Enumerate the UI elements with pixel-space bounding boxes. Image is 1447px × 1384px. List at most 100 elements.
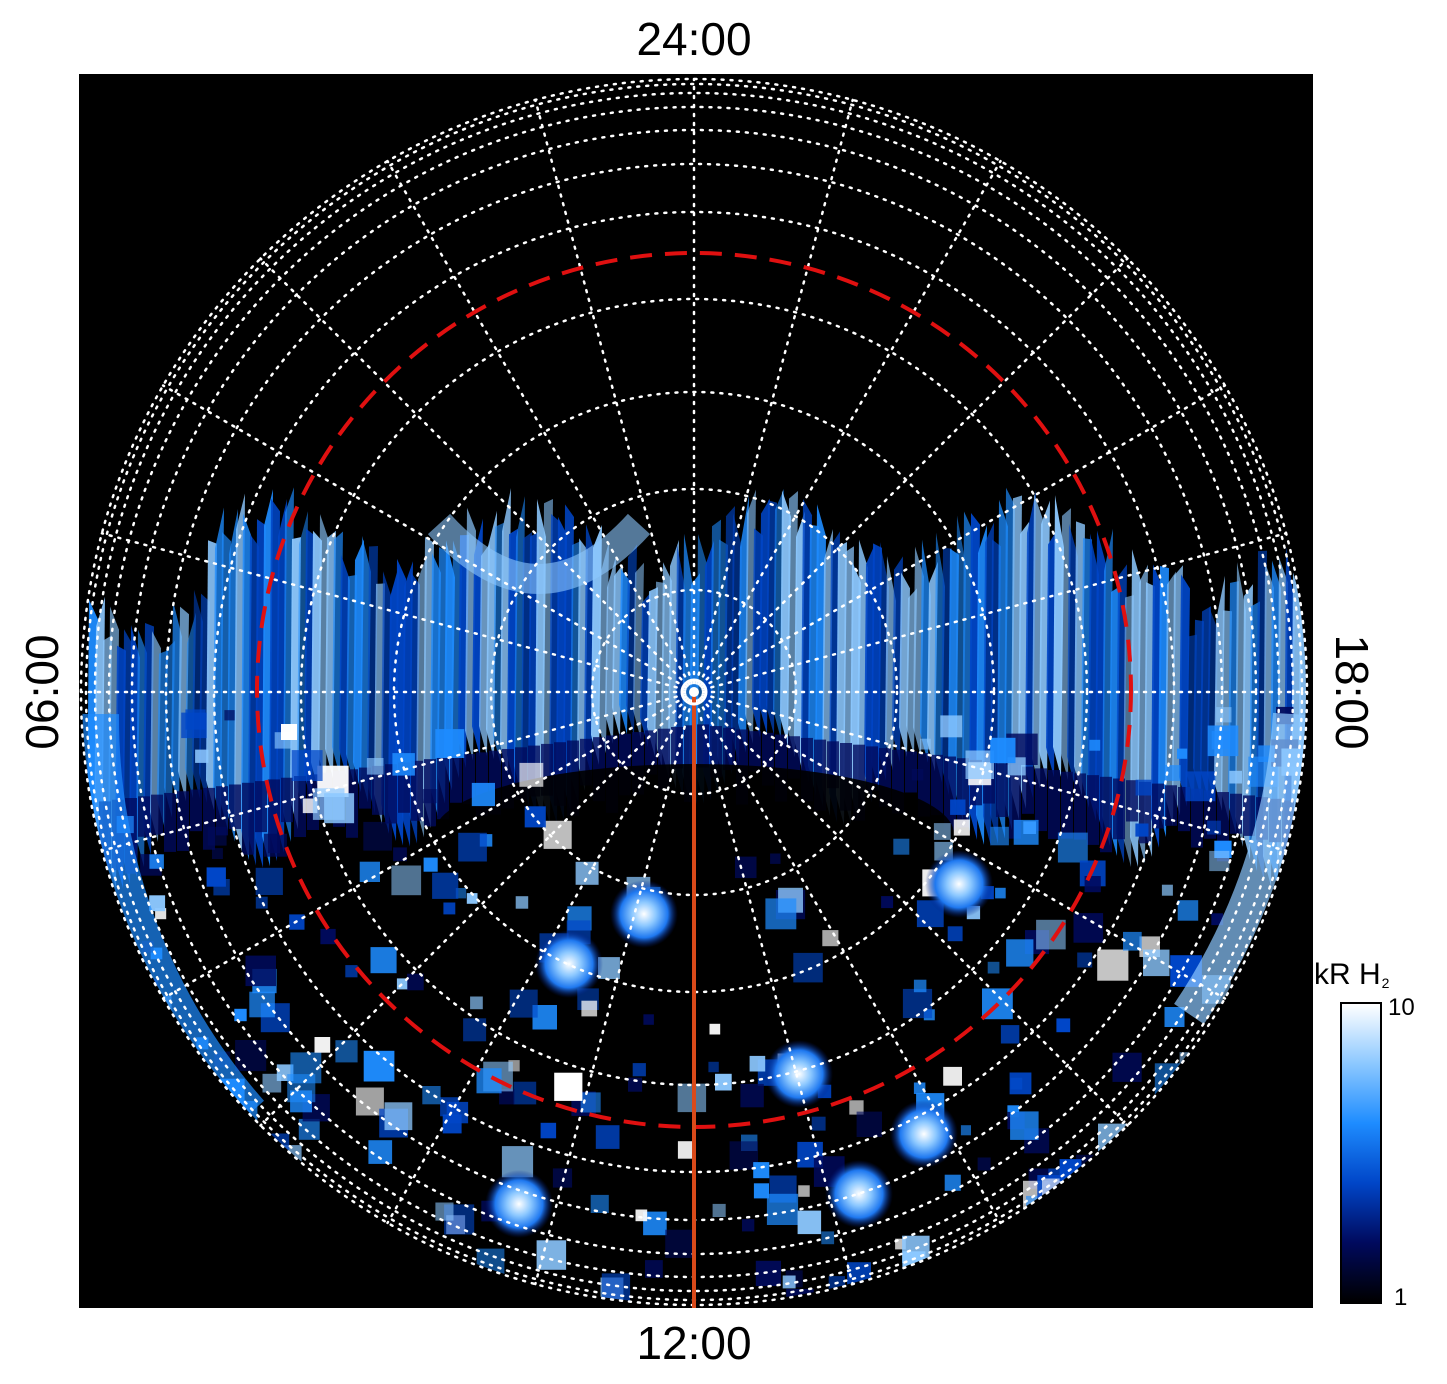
emission-patch <box>1207 820 1221 835</box>
band-fringe <box>1191 788 1203 848</box>
emission-patch <box>911 769 924 781</box>
emission-patch <box>207 826 227 846</box>
emission-patch <box>181 712 207 739</box>
emission-patch <box>1112 1052 1142 1082</box>
emission-patch <box>298 1118 320 1140</box>
emission-patch <box>366 758 384 775</box>
emission-patch <box>435 729 465 758</box>
emission-patch <box>345 965 358 978</box>
emission-patch <box>913 979 927 993</box>
emission-patch <box>1211 731 1230 750</box>
band-fringe <box>437 757 449 820</box>
band-fringe <box>905 751 917 793</box>
emission-patch <box>1073 913 1104 943</box>
bright-spot <box>765 1040 833 1108</box>
band-fringe <box>1035 768 1047 832</box>
emission-patch <box>590 1194 609 1213</box>
bright-spot <box>610 880 678 948</box>
emission-patch <box>262 1073 282 1093</box>
emission-patch <box>363 1050 395 1082</box>
band-fringe <box>151 794 163 835</box>
emission-patch <box>755 1260 781 1286</box>
band-fringe <box>411 760 423 821</box>
emission-patch <box>470 996 483 1010</box>
emission-patch <box>715 1073 732 1091</box>
band-fringe <box>996 763 1008 818</box>
emission-patch <box>965 750 994 779</box>
noon-label: 12:00 <box>636 1317 752 1369</box>
colorbar-min-label: 1 <box>1394 1284 1408 1311</box>
emission-patch <box>540 1122 557 1139</box>
emission-patch <box>797 1210 822 1235</box>
emission-patch <box>990 737 1016 764</box>
emission-patch <box>255 896 268 909</box>
emission-patch <box>320 928 336 945</box>
emission-patch <box>635 1209 648 1222</box>
emission-patch <box>287 1074 316 1103</box>
band-fringe <box>359 767 371 809</box>
emission-patch <box>554 1072 583 1101</box>
emission-patch <box>536 1240 567 1270</box>
emission-patch <box>708 1061 719 1073</box>
emission-patch <box>471 782 495 807</box>
emission-patch <box>1161 884 1173 896</box>
emission-patch <box>422 789 437 804</box>
emission-patch <box>953 819 970 836</box>
emission-patch <box>581 1000 598 1017</box>
band-fringe <box>1243 795 1255 836</box>
emission-patch <box>1216 707 1232 723</box>
emission-patch <box>235 1040 267 1072</box>
emission-patch <box>552 1168 573 1188</box>
dawn-label: 06:00 <box>16 634 68 750</box>
emission-patch <box>1009 1072 1032 1095</box>
emission-patch <box>234 1008 247 1022</box>
band-fringe <box>255 781 267 833</box>
band-fringe <box>866 746 878 791</box>
emission-patch <box>335 1040 358 1063</box>
emission-patch <box>1177 748 1188 759</box>
emission-patch <box>1209 850 1230 872</box>
emission-patch <box>902 988 933 1019</box>
emission-patch <box>735 856 757 879</box>
emission-patch <box>435 1202 454 1221</box>
emission-patch <box>1000 1025 1020 1044</box>
emission-patch <box>1135 779 1152 796</box>
emission-patch <box>392 753 415 776</box>
colorbar-max-label: 10 <box>1388 994 1415 1021</box>
emission-patch <box>1135 823 1149 837</box>
emission-patch <box>987 961 1000 974</box>
emission-patch <box>740 1083 764 1108</box>
emission-patch <box>281 724 297 740</box>
dusk-label: 18:00 <box>1326 634 1378 750</box>
emission-patch <box>960 1125 971 1136</box>
emission-patch <box>370 947 397 974</box>
emission-patch <box>742 1219 755 1232</box>
bright-spot <box>485 1170 553 1238</box>
emission-patch <box>519 762 544 787</box>
band-fringe <box>138 796 150 837</box>
band-fringe <box>1113 778 1125 840</box>
band-fringe <box>294 776 306 838</box>
emission-patch <box>1211 913 1224 926</box>
bright-spot <box>535 930 603 998</box>
bright-spot <box>825 1160 893 1228</box>
band-fringe <box>190 789 202 832</box>
band-fringe <box>1022 766 1034 814</box>
emission-patch <box>1057 832 1088 863</box>
band-fringe <box>1048 770 1060 839</box>
pole-marker-dot <box>689 687 699 697</box>
band-fringe <box>749 731 761 772</box>
emission-patch <box>455 888 467 899</box>
colorbar-title-text: kR H <box>1314 958 1381 991</box>
emission-patch <box>393 847 407 862</box>
emission-patch <box>255 867 283 895</box>
emission-patch <box>1229 770 1242 784</box>
band-fringe <box>372 765 384 815</box>
band-fringe <box>229 784 241 829</box>
polar-arc <box>427 513 651 594</box>
emission-patch <box>811 1116 826 1131</box>
emission-patch <box>753 1162 770 1179</box>
emission-patch <box>822 930 839 947</box>
emission-patch <box>466 893 478 904</box>
emission-patch <box>749 1055 766 1072</box>
